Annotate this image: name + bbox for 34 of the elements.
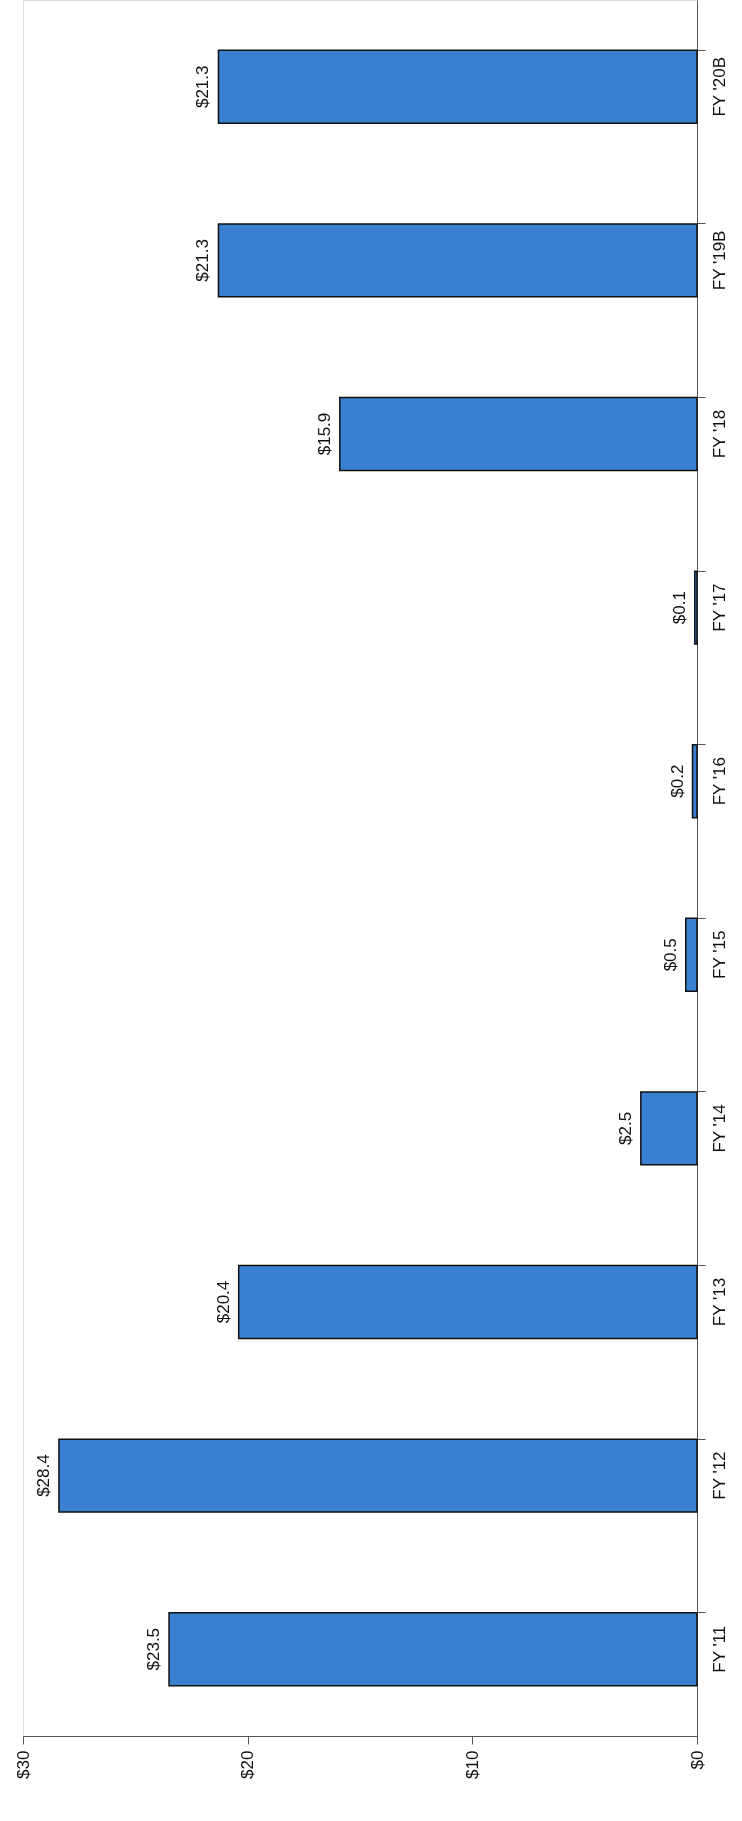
y-tick-label: FY '11 xyxy=(709,1625,729,1673)
bar xyxy=(691,743,698,819)
data-label: $21.3 xyxy=(193,65,213,109)
bar xyxy=(685,917,698,993)
y-tick-label: FY '17 xyxy=(709,583,729,632)
bar xyxy=(237,1264,698,1340)
data-label: $21.3 xyxy=(193,239,213,282)
y-tick-label: FY '20B xyxy=(709,56,729,117)
x-tick-label: $10 xyxy=(462,1750,482,1779)
x-tick-label: $30 xyxy=(13,1750,33,1779)
x-tick-label: $20 xyxy=(238,1750,258,1779)
x-tick-label: $0 xyxy=(687,1750,707,1770)
y-tick-label: FY '18 xyxy=(709,409,729,459)
data-label: $23.5 xyxy=(144,1627,164,1671)
bar xyxy=(217,49,698,125)
data-label: $20.4 xyxy=(213,1280,233,1324)
data-label: $0.2 xyxy=(667,764,687,798)
y-tick-label: FY '15 xyxy=(709,930,729,979)
data-label: $0.5 xyxy=(660,938,680,972)
data-label: $28.4 xyxy=(33,1454,53,1497)
y-tick-label: FY '13 xyxy=(709,1277,729,1327)
data-label: $2.5 xyxy=(615,1111,635,1145)
bar xyxy=(58,1438,698,1513)
bar xyxy=(217,223,698,298)
bar xyxy=(640,1091,698,1166)
bar xyxy=(339,396,698,472)
y-tick-label: FY '14 xyxy=(709,1104,729,1153)
bar xyxy=(168,1611,698,1687)
data-label: $15.9 xyxy=(314,412,334,456)
y-tick-label: FY '19B xyxy=(709,230,729,291)
data-label: $0.1 xyxy=(669,591,689,625)
y-tick-label: FY '16 xyxy=(709,757,729,806)
bar xyxy=(694,570,698,645)
y-tick-label: FY '12 xyxy=(709,1451,729,1500)
